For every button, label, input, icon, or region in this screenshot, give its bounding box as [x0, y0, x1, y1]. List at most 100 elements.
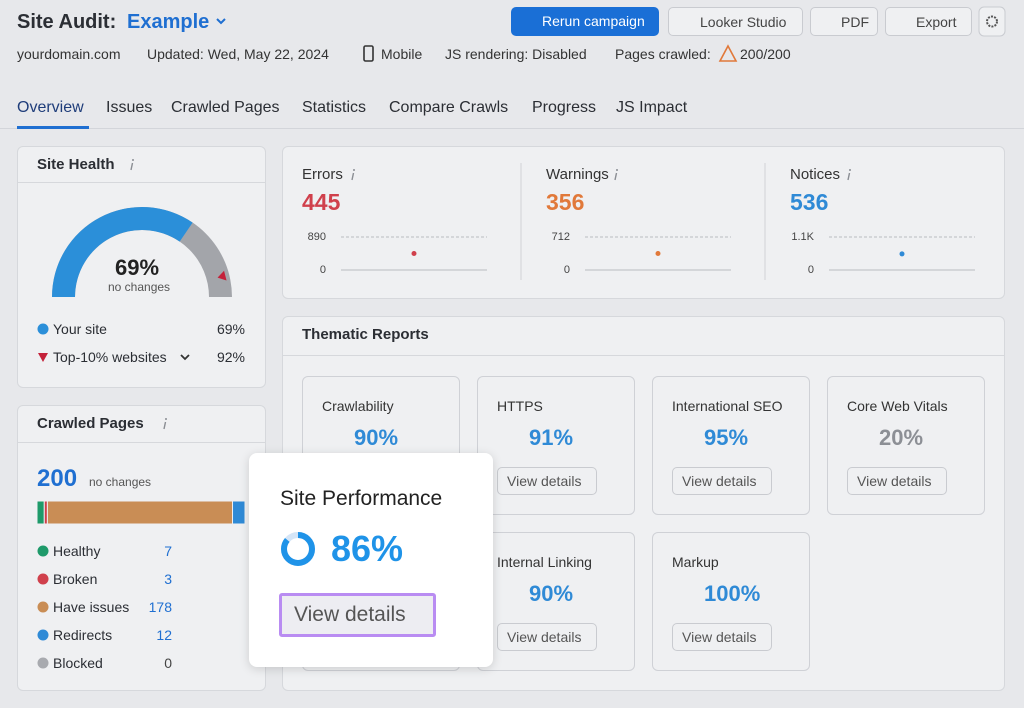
legend-dot — [37, 323, 49, 335]
report-score: 90% — [529, 580, 574, 606]
status-name: Blocked — [53, 654, 103, 671]
legend-value: 92% — [216, 348, 245, 365]
tab[interactable]: JS Impact — [616, 98, 688, 116]
y-tick-label: 0 — [563, 263, 570, 276]
metric-name: Notices — [790, 166, 841, 184]
report-name: HTTPS — [497, 397, 543, 414]
issues-card — [282, 146, 1005, 299]
button-label: View details — [507, 472, 582, 489]
report-name: Internal Linking — [497, 553, 592, 570]
ring-value — [281, 532, 315, 566]
y-tick-label: 0 — [319, 263, 326, 276]
status-count: 0 — [164, 654, 172, 671]
gauge-value — [52, 207, 193, 297]
metric-name: Errors — [302, 166, 343, 184]
button-label: View details — [857, 472, 932, 489]
report-name: International SEO — [672, 397, 783, 414]
bar-segment — [232, 500, 246, 525]
header-button[interactable]: Looker Studio — [668, 7, 803, 36]
button-label: View details — [507, 628, 582, 645]
view-details-button[interactable]: View details — [672, 467, 772, 495]
y-tick-label: 890 — [307, 230, 326, 243]
crawled-total: 200 — [37, 465, 78, 493]
info-icon — [351, 172, 355, 181]
project-selector[interactable]: Example — [127, 11, 210, 33]
y-tick-label: 0 — [807, 263, 814, 276]
metric-dot — [411, 251, 417, 256]
tab[interactable]: Statistics — [302, 98, 367, 116]
report-name: Markup — [672, 553, 719, 570]
view-details-button[interactable]: View details — [497, 623, 597, 651]
info-icon-dot — [849, 169, 851, 171]
status-name: Broken — [53, 570, 98, 587]
status-name: Redirects — [53, 626, 113, 643]
metric-dot — [655, 251, 661, 256]
health-score: 69% — [115, 254, 160, 280]
status-count: 178 — [148, 598, 172, 615]
pages-label: Pages crawled: — [615, 45, 711, 62]
js-rendering: JS rendering: Disabled — [445, 45, 587, 62]
tab[interactable]: Progress — [532, 98, 597, 116]
tab[interactable]: Overview — [17, 98, 84, 116]
metric-dot — [899, 251, 905, 257]
legend-value: 69% — [216, 320, 245, 337]
legend-dot — [37, 601, 49, 613]
report-name: Crawlability — [322, 397, 394, 414]
legend-dot — [37, 657, 49, 669]
pages-crawled: 200/200 — [740, 45, 791, 62]
benchmark-marker — [217, 270, 227, 281]
popup-title: Site Performance — [280, 487, 443, 511]
health-note: no changes — [108, 280, 171, 295]
info-icon-dot — [616, 169, 618, 171]
bar-segment — [36, 500, 45, 525]
info-icon — [614, 172, 618, 181]
view-details-button[interactable]: View details — [279, 593, 436, 637]
card-title: Crawled Pages — [37, 415, 144, 433]
header-button[interactable]: PDF — [810, 7, 878, 36]
card-title: Thematic Reports — [302, 326, 429, 344]
info-icon-dot — [132, 159, 134, 161]
header-button[interactable]: Rerun campaign — [511, 7, 659, 36]
metric-value: 536 — [790, 189, 829, 216]
report-score: 95% — [704, 424, 749, 450]
metric-name: Warnings — [546, 166, 609, 184]
button-label: PDF — [841, 13, 869, 30]
chevron-icon — [216, 18, 226, 25]
metric-value: 445 — [302, 189, 341, 216]
button-label: View details — [682, 472, 757, 489]
info-icon-dot — [165, 418, 167, 420]
tab[interactable]: Issues — [106, 98, 153, 116]
metric-value: 356 — [546, 189, 585, 216]
button-label: Looker Studio — [700, 13, 787, 30]
bar-segment — [46, 500, 234, 525]
legend-name: Top-10% websites — [53, 348, 167, 365]
chevron-icon — [180, 354, 190, 361]
button-label: Export — [916, 13, 957, 30]
status-name: Have issues — [53, 598, 130, 615]
header-button[interactable]: Export — [885, 7, 972, 36]
status-count: 12 — [156, 626, 172, 643]
y-tick-label: 712 — [551, 230, 570, 243]
popup-score: 86% — [331, 527, 404, 569]
page-title: Site Audit: — [17, 11, 117, 33]
legend-dot — [37, 573, 49, 585]
mobile-icon — [363, 45, 374, 62]
legend-name: Your site — [53, 320, 107, 337]
active-tab-underline — [17, 126, 89, 129]
popup-card: Site Performance 86% View details — [249, 453, 493, 667]
tab[interactable]: Crawled Pages — [171, 98, 280, 116]
report-name: Core Web Vitals — [847, 397, 948, 414]
view-details-button[interactable]: View details — [497, 467, 597, 495]
view-details-button[interactable]: View details — [847, 467, 947, 495]
legend-dot — [37, 545, 49, 557]
domain: yourdomain.com — [17, 45, 121, 62]
report-score: 100% — [704, 580, 761, 606]
tab[interactable]: Compare Crawls — [389, 98, 509, 116]
y-tick-label: 1.1K — [791, 230, 814, 243]
view-details-button[interactable]: View details — [672, 623, 772, 651]
info-icon — [847, 172, 851, 181]
button-label: View details — [682, 628, 757, 645]
legend-dot — [37, 629, 49, 641]
card-title: Site Health — [37, 156, 115, 174]
